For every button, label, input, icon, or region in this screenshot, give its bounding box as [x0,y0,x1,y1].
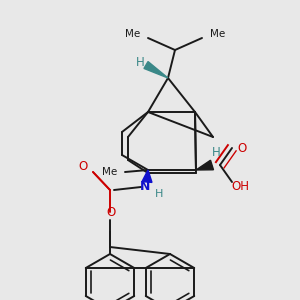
Text: O: O [237,142,247,154]
Polygon shape [142,170,152,182]
Text: O: O [106,206,116,220]
Text: H: H [136,56,144,68]
Polygon shape [144,61,168,78]
Text: Me: Me [102,167,117,177]
Text: O: O [78,160,88,173]
Text: H: H [155,189,163,199]
Text: N: N [140,181,150,194]
Text: H: H [212,146,220,158]
Text: Me: Me [125,29,140,39]
Polygon shape [196,160,214,170]
Text: OH: OH [231,179,249,193]
Text: Me: Me [210,29,225,39]
